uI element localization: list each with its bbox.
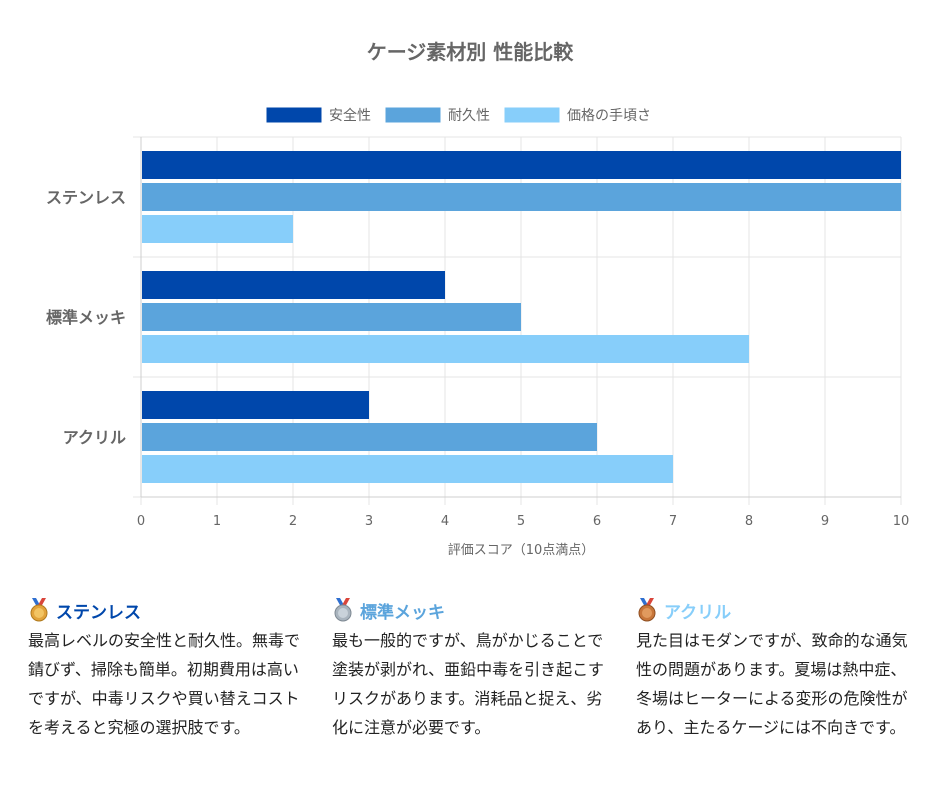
bar-1-3: [142, 215, 293, 243]
x-tick-label: 3: [365, 514, 373, 529]
x-tick-label: 2: [289, 514, 297, 529]
bar-chart: ケージ素材別 性能比較 安全性 耐久性 価格の手頃さ ステンレス標準メッキアクリル …: [46, 40, 909, 558]
x-tick-label: 4: [441, 514, 449, 529]
legend-label-1: 安全性: [329, 107, 371, 124]
legend-label-2: 耐久性: [448, 108, 490, 124]
card-title: 標準メッキ: [360, 602, 445, 623]
card-text: 見た目はモダンですが、致命的な通気性の問題があります。夏場は熱中症、冬場はヒータ…: [636, 631, 908, 737]
bar-3-1: [142, 391, 369, 419]
x-tick-label: 1: [213, 514, 221, 529]
category-label: アクリル: [63, 428, 126, 447]
bronze-medal-icon: [638, 598, 656, 622]
x-tick-label: 6: [593, 514, 601, 529]
card-title: ステンレス: [56, 602, 141, 623]
x-tick-label: 8: [745, 514, 753, 529]
legend-swatch-3: [503, 106, 561, 124]
x-tick-label: 5: [517, 514, 525, 529]
legend: 安全性 耐久性 価格の手頃さ: [265, 106, 651, 124]
x-tick-label: 9: [821, 514, 829, 529]
card-acrylic: アクリル 見た目はモダンですが、致命的な通気性の問題があります。夏場は熱中症、冬…: [636, 596, 911, 742]
card-plated: 標準メッキ 最も一般的ですが、鳥がかじることで塗装が剥がれ、亜鉛中毒を引き起こす…: [332, 596, 607, 742]
x-axis-ticks: 0 1 2 3 4 5 6 7 8 9 10: [137, 514, 909, 529]
silver-medal-icon: [334, 598, 352, 622]
bar-3-3: [142, 455, 673, 483]
gold-medal-icon: [30, 598, 48, 622]
bar-3-2: [142, 423, 597, 451]
bar-2-1: [142, 271, 445, 299]
category-label: 標準メッキ: [46, 308, 126, 327]
legend-label-3: 価格の手頃さ: [567, 108, 651, 124]
x-tick-label: 7: [669, 514, 677, 529]
x-axis-title: 評価スコア（10点満点）: [448, 543, 595, 558]
bar-2-2: [142, 303, 521, 331]
x-tick-label: 10: [893, 514, 910, 529]
legend-swatch-1: [265, 106, 323, 124]
card-title: アクリル: [664, 602, 732, 623]
legend-swatch-2: [384, 106, 442, 124]
card-stainless: ステンレス 最高レベルの安全性と耐久性。無毒で錆びず、掃除も簡単。初期費用は高い…: [28, 596, 303, 742]
x-tick-label: 0: [137, 514, 145, 529]
card-text: 最高レベルの安全性と耐久性。無毒で錆びず、掃除も簡単。初期費用は高いですが、中毒…: [28, 631, 301, 737]
bar-2-3: [142, 335, 749, 363]
bars: [142, 151, 901, 483]
bar-1-1: [142, 151, 901, 179]
chart-title: ケージ素材別 性能比較: [367, 40, 575, 64]
category-label: ステンレス: [46, 188, 126, 207]
bar-1-2: [142, 183, 901, 211]
card-text: 最も一般的ですが、鳥がかじることで塗装が剥がれ、亜鉛中毒を引き起こすリスクがあり…: [332, 631, 604, 737]
